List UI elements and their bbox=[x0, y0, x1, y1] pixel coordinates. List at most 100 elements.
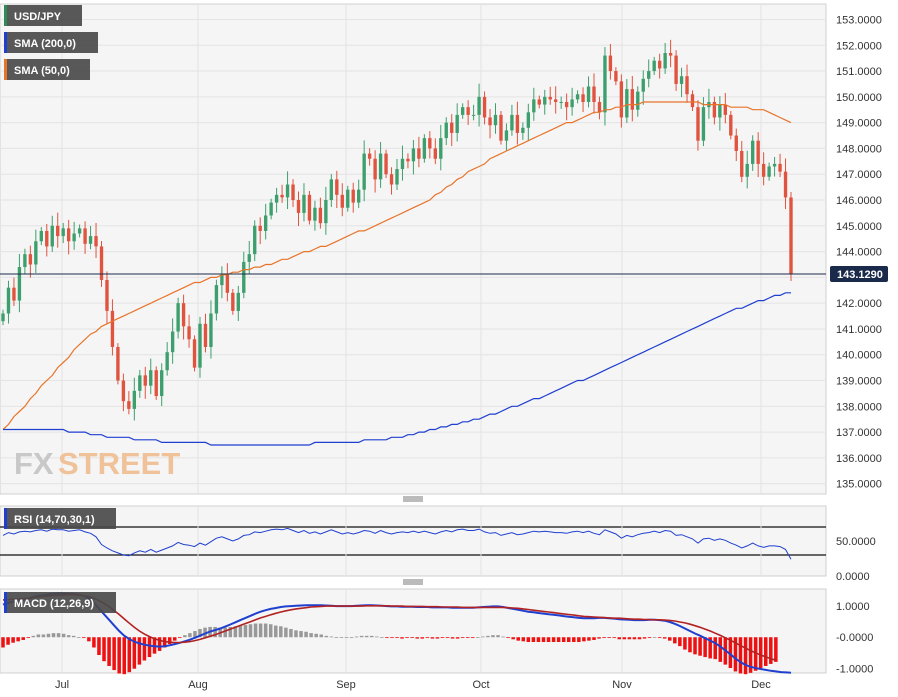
macd-histogram-bar bbox=[455, 637, 460, 639]
macd-histogram-bar bbox=[112, 637, 116, 671]
macd-histogram-bar bbox=[662, 637, 667, 639]
macd-histogram-bar bbox=[465, 637, 470, 639]
macd-histogram-bar bbox=[425, 637, 430, 639]
macd-histogram-bar bbox=[516, 637, 520, 641]
rsi-line bbox=[2, 527, 792, 560]
candle-body bbox=[1, 313, 5, 322]
macd-histogram-bar bbox=[319, 634, 323, 638]
main-grid bbox=[0, 4, 826, 494]
candle-body bbox=[94, 236, 98, 247]
candle-body bbox=[346, 189, 350, 208]
macd-histogram-bar bbox=[521, 637, 526, 642]
legend-rsi[interactable]: RSI (14,70,30,1) bbox=[4, 508, 116, 529]
candle-body bbox=[56, 225, 60, 237]
candle-body bbox=[406, 158, 410, 162]
macd-histogram-bar bbox=[743, 637, 748, 675]
legend-sma50-label: SMA (50,0) bbox=[14, 65, 70, 77]
candle-body bbox=[526, 112, 531, 128]
y-tick-label: 147.0000 bbox=[836, 169, 882, 181]
candle-body bbox=[367, 153, 372, 159]
candle-body bbox=[564, 102, 569, 108]
candle-body bbox=[400, 158, 405, 170]
legend-macd[interactable]: MACD (12,26,9) bbox=[4, 592, 116, 613]
y-tick-label: 139.0000 bbox=[836, 376, 882, 388]
candle-body bbox=[466, 107, 470, 115]
macd-histogram-bar bbox=[56, 633, 61, 638]
x-tick-label: Nov bbox=[612, 679, 632, 691]
candle-body bbox=[433, 148, 437, 159]
macd-histogram-bar bbox=[178, 637, 182, 639]
macd-histogram-bar bbox=[369, 635, 374, 638]
candle-body bbox=[444, 122, 448, 139]
legend-sma200-label: SMA (200,0) bbox=[14, 38, 76, 50]
macd-histogram-bar bbox=[698, 637, 702, 656]
macd-histogram-bar bbox=[592, 637, 596, 640]
rsi-y-axis: 50.0000 0.0000 bbox=[836, 536, 876, 583]
legend-color-swatch bbox=[4, 508, 7, 529]
macd-histogram-bar bbox=[678, 637, 682, 647]
candle-body bbox=[729, 114, 733, 136]
y-tick-label: 146.0000 bbox=[836, 195, 882, 207]
candle-body bbox=[510, 114, 514, 131]
macd-histogram-bar bbox=[233, 626, 238, 638]
macd-histogram-bar bbox=[652, 637, 657, 639]
macd-histogram-bar bbox=[71, 635, 76, 638]
macd-histogram-bar bbox=[577, 637, 581, 643]
candle-body bbox=[460, 107, 465, 115]
macd-histogram-bar bbox=[546, 637, 551, 643]
macd-histogram-bar bbox=[617, 637, 622, 640]
candle-body bbox=[236, 292, 240, 311]
candle-body bbox=[772, 163, 777, 167]
candle-body bbox=[428, 138, 432, 149]
candle-body bbox=[121, 380, 126, 402]
macd-histogram-bar bbox=[364, 635, 369, 638]
macd-y-tick-label: -1.0000 bbox=[836, 663, 873, 675]
candle-body bbox=[143, 375, 147, 386]
macd-histogram-bar bbox=[243, 624, 248, 638]
macd-histogram-bar bbox=[385, 637, 389, 639]
y-tick-label: 148.0000 bbox=[836, 143, 882, 155]
candle-body bbox=[389, 174, 394, 185]
candle-body bbox=[220, 274, 224, 286]
macd-histogram-bar bbox=[309, 633, 313, 638]
candle-body bbox=[39, 230, 43, 242]
legend-sma50[interactable]: SMA (50,0) bbox=[4, 59, 90, 80]
macd-histogram-bar bbox=[688, 637, 692, 653]
macd-histogram-bar bbox=[284, 627, 288, 638]
macd-histogram-bar bbox=[147, 637, 152, 658]
macd-histogram-bar bbox=[16, 637, 20, 642]
y-tick-label: 137.0000 bbox=[836, 427, 882, 439]
candle-body bbox=[72, 233, 76, 242]
macd-histogram-bar bbox=[339, 637, 344, 639]
macd-histogram-bar bbox=[718, 637, 723, 662]
candle-body bbox=[132, 390, 137, 409]
legend-sma200[interactable]: SMA (200,0) bbox=[4, 32, 98, 53]
macd-histogram-bar bbox=[213, 626, 217, 638]
macd-histogram-bar bbox=[36, 634, 41, 638]
candle-body bbox=[614, 71, 618, 82]
macd-y-tick-label: 1.0000 bbox=[836, 601, 870, 613]
candle-body bbox=[767, 166, 771, 177]
candle-body bbox=[160, 370, 164, 396]
panel-resize-handle[interactable] bbox=[403, 496, 423, 502]
macd-histogram-bar bbox=[92, 637, 96, 648]
candle-body bbox=[778, 163, 782, 172]
legend-usdjpy[interactable]: USD/JPY bbox=[4, 5, 82, 26]
panel-resize-handle[interactable] bbox=[403, 579, 423, 585]
macd-histogram-bar bbox=[582, 637, 586, 642]
x-tick-label: Sep bbox=[336, 679, 356, 691]
macd-histogram-bar bbox=[430, 637, 435, 639]
candlestick-series bbox=[1, 39, 793, 421]
candle-body bbox=[619, 81, 624, 118]
candle-body bbox=[307, 194, 312, 221]
candle-body bbox=[83, 228, 87, 244]
candle-body bbox=[17, 267, 22, 301]
candle-body bbox=[439, 138, 443, 159]
candle-body bbox=[214, 285, 219, 314]
candle-body bbox=[384, 153, 388, 175]
candle-body bbox=[373, 158, 377, 180]
candle-body bbox=[417, 148, 421, 159]
rsi-y-tick-label: 0.0000 bbox=[836, 571, 870, 583]
candle-body bbox=[630, 89, 634, 110]
macd-histogram-bar bbox=[637, 637, 642, 640]
